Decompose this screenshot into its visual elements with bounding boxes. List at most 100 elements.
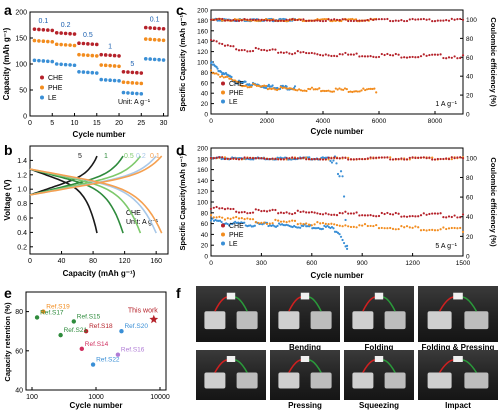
chart-d-rate: 5 A g⁻¹ <box>435 243 457 250</box>
d-capacity-point-le <box>228 224 231 227</box>
d-capacity-point-phe <box>453 226 456 230</box>
d-capacity-point-phe <box>380 226 383 230</box>
d-ce-point-le <box>332 159 335 162</box>
c-capacity-point-che <box>330 54 333 58</box>
a-point-phe <box>86 53 90 58</box>
d-capacity-point-che <box>254 208 257 211</box>
chart-b-note-che: CHE <box>126 210 141 217</box>
d-capacity-point-che <box>366 214 369 217</box>
d-capacity-point-phe <box>372 224 375 228</box>
c-ytick-label: 120 <box>197 49 208 56</box>
d-capacity-point-che <box>408 215 411 218</box>
d-ce-point-che <box>335 157 339 160</box>
d-ce-point-che <box>288 157 291 160</box>
c-ce-point-che <box>218 17 221 21</box>
a-legend-marker-le <box>40 95 44 100</box>
d-capacity-point-phe <box>327 222 330 226</box>
b-rate-label: 0.2 <box>136 153 146 160</box>
d-ytick-label: 180 <box>197 156 208 163</box>
a-point-che <box>148 26 152 30</box>
a-point-phe <box>41 39 46 44</box>
d-capacity-point-che <box>260 210 263 213</box>
c-ce-point-che <box>319 19 322 23</box>
a-point-che <box>94 42 99 47</box>
d-capacity-point-phe <box>333 223 336 226</box>
c-capacity-point-che <box>282 51 285 54</box>
d-capacity-point-le <box>220 220 223 224</box>
chart-c-ylabel: Specific Capacity (mAh g⁻¹) <box>178 12 187 111</box>
d-ce-point-che <box>307 158 311 161</box>
d-capacity-point-phe <box>386 227 389 230</box>
d-capacity-point-phe <box>274 218 277 222</box>
c-capacity-point-che <box>302 50 305 54</box>
a-point-che <box>117 54 121 58</box>
photo-panel <box>344 286 414 342</box>
b-ytick-label: 1.4 <box>17 158 27 165</box>
e-point-label: Ref.S15 <box>77 313 101 320</box>
a-xtick-label: 15 <box>93 120 101 127</box>
b-ytick-label: 1.2 <box>17 172 27 179</box>
c-capacity-point-che <box>288 52 291 55</box>
a-rate-label: 5 <box>130 61 134 68</box>
d-legend-label: CHE <box>229 223 244 230</box>
a-point-phe <box>103 63 108 68</box>
c-ce-point-che <box>285 18 288 21</box>
d-capacity-point-che <box>209 207 213 210</box>
d-capacity-point-phe <box>447 227 451 230</box>
d-capacity-point-che <box>363 214 367 217</box>
c-ce-point-che <box>417 18 420 21</box>
d-capacity-point-phe <box>417 226 420 229</box>
d-ce-point-che <box>377 156 381 159</box>
d-capacity-point-le <box>277 222 281 225</box>
c-capacity-point-phe <box>310 86 314 89</box>
c-capacity-point-phe <box>327 89 330 92</box>
chart-b-xlabel: Capacity (mAh g⁻¹) <box>63 269 136 278</box>
d-capacity-point-phe <box>240 217 243 220</box>
d-capacity-point-che <box>310 211 313 214</box>
c-ce-point-phe <box>303 19 306 22</box>
d-capacity-point-che <box>380 211 383 215</box>
d-capacity-point-phe <box>319 222 322 225</box>
d-legend-marker-che <box>221 223 225 228</box>
d-ce-point-che <box>369 156 372 159</box>
d-xtick-label: 0 <box>209 260 213 267</box>
c-capacity-point-phe <box>347 90 350 94</box>
d-capacity-point-phe <box>299 222 302 225</box>
d-ce-point-che <box>461 157 465 160</box>
d-capacity-point-phe <box>321 221 325 225</box>
d-ce-point-che <box>240 157 243 160</box>
c-capacity-point-che <box>436 53 439 56</box>
d-ce-point-che <box>341 156 344 159</box>
c-ce-point-phe <box>325 18 328 21</box>
d-capacity-point-phe <box>226 217 229 220</box>
c-capacity-point-phe <box>222 76 225 79</box>
d-capacity-point-le <box>209 219 213 222</box>
d-ytick-label: 20 <box>201 243 209 250</box>
d-capacity-point-phe <box>445 227 448 231</box>
a-point-che <box>130 70 135 75</box>
d-capacity-point-phe <box>344 224 347 227</box>
a-point-phe <box>46 39 50 44</box>
d-ce-point-che <box>414 156 417 160</box>
e-point-ref-s16 <box>115 352 121 357</box>
c-capacity-point-phe <box>332 90 336 93</box>
c-capacity-point-che <box>377 55 381 59</box>
d-capacity-point-le <box>338 233 341 236</box>
d-ce-point-che <box>254 157 257 160</box>
a-legend-label: LE <box>48 95 57 102</box>
c-capacity-point-phe <box>264 84 268 88</box>
rate-capability-chart: Capacity (mAh g⁻¹) Cycle number Unit: A … <box>2 10 169 139</box>
a-point-che <box>112 53 117 58</box>
d-ce-point-che <box>447 158 451 161</box>
d-capacity-point-le <box>253 224 256 227</box>
c-capacity-point-che <box>235 48 238 51</box>
photo-panel <box>270 286 340 342</box>
c-capacity-point-che <box>422 53 425 56</box>
d-capacity-point-phe <box>391 227 395 230</box>
d-capacity-point-che <box>307 211 311 214</box>
c-capacity-point-phe <box>228 77 231 80</box>
d-capacity-point-phe <box>425 229 428 232</box>
b-ytick-label: 0.2 <box>17 244 27 251</box>
c-capacity-point-che <box>347 53 350 56</box>
c-ce-point-che <box>321 20 325 23</box>
